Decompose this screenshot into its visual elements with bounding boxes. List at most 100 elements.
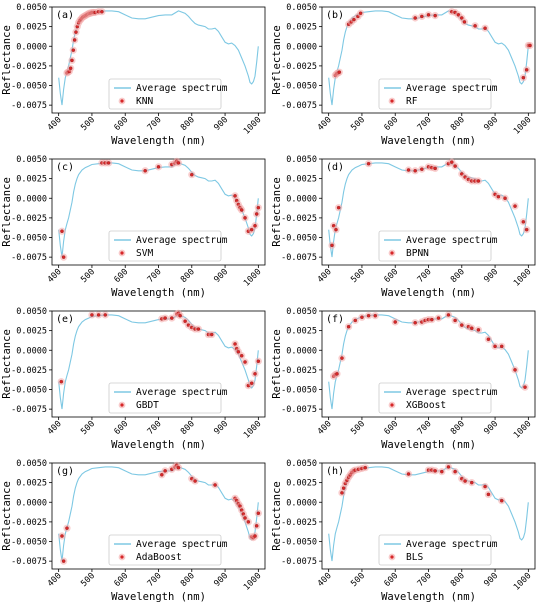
y-axis-title: Reflectance xyxy=(1,329,13,399)
selected-point xyxy=(196,327,201,331)
y-tick-label: 0.0000 xyxy=(16,42,47,52)
x-tick-label: 700 xyxy=(416,571,434,589)
legend-entry-model: BPNN xyxy=(406,248,429,259)
selected-point xyxy=(453,318,457,323)
x-axis-title: Wavelength (nm) xyxy=(381,135,476,147)
selected-point xyxy=(524,68,529,72)
selected-point xyxy=(61,559,66,563)
x-tick-label: 400 xyxy=(316,115,334,133)
y-tick-label: -0.0050 xyxy=(11,82,47,92)
panel-label: (d) xyxy=(326,162,344,173)
y-tick-label: -0.0075 xyxy=(11,557,47,567)
legend-entry-model: SVM xyxy=(136,248,153,259)
x-tick-label: 700 xyxy=(146,419,164,437)
selected-point xyxy=(71,48,76,52)
legend-point-swatch xyxy=(120,99,124,103)
y-tick-label: -0.0050 xyxy=(11,538,47,548)
selected-point xyxy=(353,318,358,323)
y-axis-title: Reflectance xyxy=(1,481,13,551)
y-tick-label: 0.0025 xyxy=(286,479,317,489)
selected-point xyxy=(233,342,237,346)
y-axis-title: Reflectance xyxy=(1,25,13,95)
y-tick-label: -0.0075 xyxy=(281,253,317,263)
selected-point xyxy=(486,337,491,342)
x-tick-label: 800 xyxy=(449,115,467,133)
selected-point xyxy=(521,75,526,80)
x-tick-label: 800 xyxy=(179,571,197,589)
selected-point xyxy=(330,243,334,248)
legend-entry-average: Average spectrum xyxy=(136,83,228,94)
x-tick-label: 900 xyxy=(212,267,230,285)
x-tick-label: 900 xyxy=(482,115,500,133)
x-tick-label: 600 xyxy=(382,419,400,437)
selected-point xyxy=(59,379,64,384)
selected-point xyxy=(499,498,504,503)
panel-d: -0.0075 -0.0050 -0.0025 0.0000 0.0025 0.0050 4… xyxy=(271,155,536,299)
y-tick-label: 0.0050 xyxy=(286,459,317,469)
y-tick-label: -0.0050 xyxy=(281,82,317,92)
y-tick-label: 0.0025 xyxy=(16,479,47,489)
y-tick-label: 0.0000 xyxy=(16,194,47,204)
panel-label: (h) xyxy=(326,466,344,477)
x-tick-label: 1000 xyxy=(512,115,534,137)
y-tick-label: 0.0025 xyxy=(16,175,47,185)
y-tick-label: 0.0000 xyxy=(286,194,317,204)
selected-point xyxy=(366,313,371,318)
y-tick-label: -0.0075 xyxy=(11,101,47,111)
selected-point xyxy=(340,491,344,495)
y-tick-label: 0.0025 xyxy=(286,175,317,185)
y-tick-label: -0.0025 xyxy=(11,366,47,376)
x-tick-label: 800 xyxy=(449,571,467,589)
selected-point xyxy=(233,194,237,198)
selected-point xyxy=(453,164,457,168)
y-tick-label: -0.0025 xyxy=(11,214,47,224)
selected-point xyxy=(213,483,217,487)
legend-box xyxy=(378,534,492,566)
selected-point xyxy=(170,316,174,320)
selected-point xyxy=(352,17,356,22)
y-tick-label: -0.0025 xyxy=(11,518,47,528)
x-tick-label: 400 xyxy=(46,419,64,437)
selected-point xyxy=(446,465,451,469)
x-tick-label: 500 xyxy=(79,267,97,285)
legend-entry-model: BLS xyxy=(406,552,423,563)
selected-point xyxy=(65,526,69,530)
selected-point xyxy=(433,13,437,18)
y-axis-title: Reflectance xyxy=(271,481,283,551)
selected-point xyxy=(513,368,517,372)
x-tick-label: 700 xyxy=(146,571,164,589)
x-tick-label: 800 xyxy=(179,419,197,437)
panel-label: (b) xyxy=(326,10,344,21)
x-axis-title: Wavelength (nm) xyxy=(111,439,206,451)
legend-entry-model: AdaBoost xyxy=(136,552,182,563)
legend-entry-average: Average spectrum xyxy=(406,83,498,94)
selected-point xyxy=(243,516,247,520)
y-tick-label: 0.0000 xyxy=(286,42,317,52)
x-tick-label: 900 xyxy=(212,115,230,133)
selected-point xyxy=(253,223,257,228)
y-tick-label: 0.0050 xyxy=(16,155,47,165)
x-tick-label: 400 xyxy=(46,571,64,589)
x-tick-label: 500 xyxy=(79,419,97,437)
x-tick-label: 600 xyxy=(382,115,400,133)
legend-box xyxy=(378,382,492,414)
legend-box xyxy=(108,382,222,414)
y-tick-label: -0.0050 xyxy=(281,234,317,244)
selected-point xyxy=(160,473,164,477)
selected-point xyxy=(499,344,504,349)
panel-a: -0.0075 -0.0050 -0.0025 0.0000 0.0025 0.0050 4… xyxy=(1,3,266,147)
x-axis-title: Wavelength (nm) xyxy=(381,439,476,451)
y-tick-label: -0.0050 xyxy=(11,234,47,244)
y-tick-label: 0.0025 xyxy=(16,23,47,33)
y-tick-label: 0.0050 xyxy=(286,3,317,13)
selected-point xyxy=(193,479,197,483)
panel-g: -0.0075 -0.0050 -0.0025 0.0000 0.0025 0.0050 4… xyxy=(1,459,266,603)
selected-point xyxy=(393,320,397,324)
x-tick-label: 900 xyxy=(212,571,230,589)
selected-point xyxy=(60,534,64,538)
legend-entry-average: Average spectrum xyxy=(406,387,498,398)
y-tick-label: -0.0050 xyxy=(281,386,317,396)
x-tick-label: 600 xyxy=(382,571,400,589)
panel-label: (c) xyxy=(56,162,74,173)
legend-entry-model: RF xyxy=(406,96,418,107)
